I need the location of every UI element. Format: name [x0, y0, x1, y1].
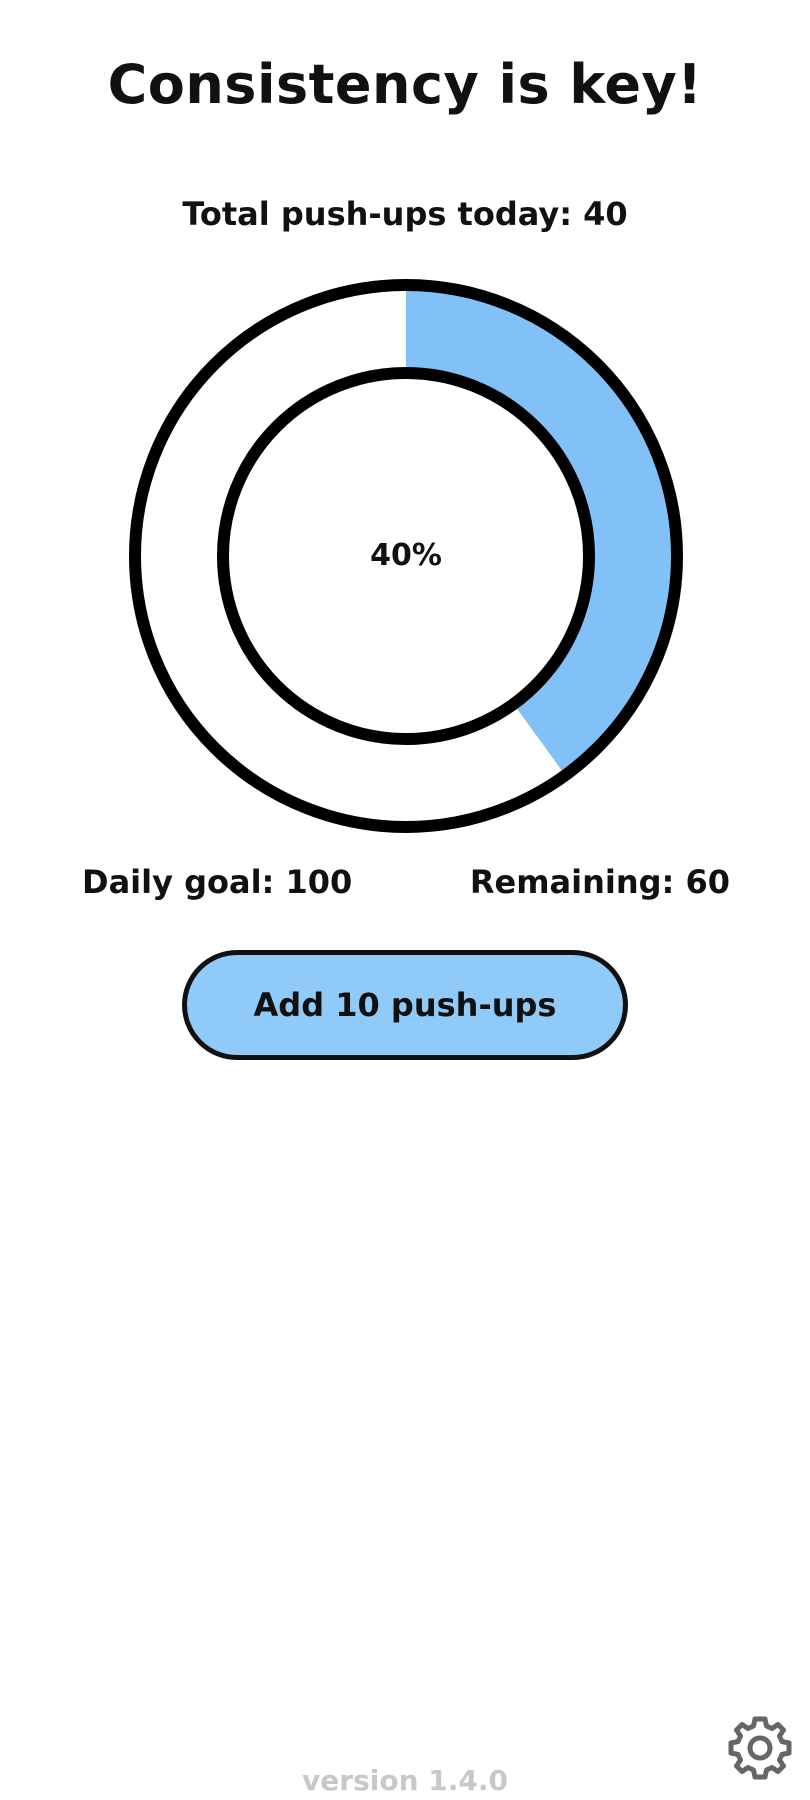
remaining-label: Remaining: 60 [469, 863, 730, 901]
total-pushups-label: Total push-ups today: 40 [182, 195, 628, 233]
add-pushups-button[interactable]: Add 10 push-ups [182, 950, 628, 1060]
page-title: Consistency is key! [107, 53, 703, 116]
progress-ring-svg [129, 279, 683, 833]
inner-ring-border [217, 367, 595, 745]
gear-icon[interactable] [727, 1715, 793, 1781]
settings-gear-icon [728, 1716, 792, 1780]
progress-ring [126, 276, 686, 836]
outer-ring-border [129, 279, 683, 833]
progress-fill-arc [406, 285, 677, 776]
version-label: version 1.4.0 [302, 1764, 508, 1797]
daily-goal-label: Daily goal: 100 [82, 863, 353, 901]
progress-percent: 40% [370, 538, 442, 573]
